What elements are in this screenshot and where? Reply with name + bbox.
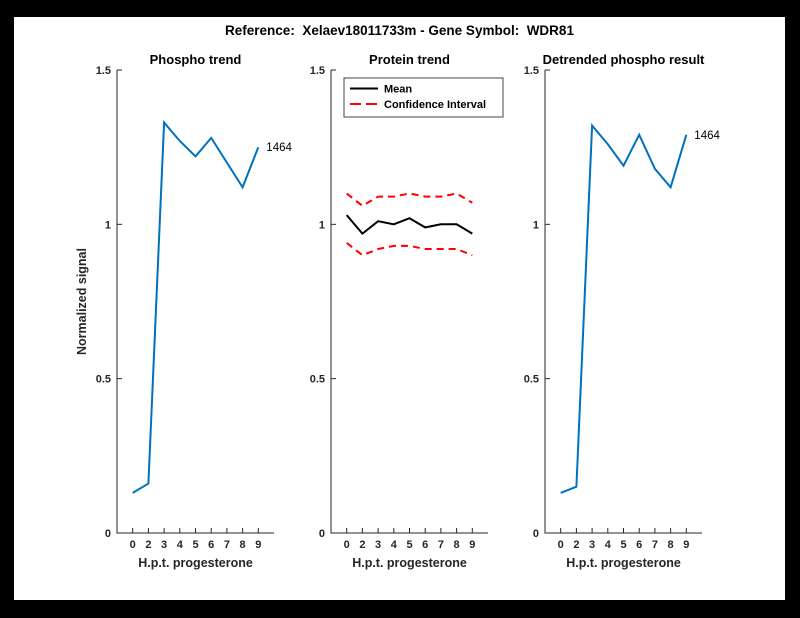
x-tick-label: 3 xyxy=(375,539,381,551)
x-tick-label: 0 xyxy=(130,539,136,551)
x-tick-label: 5 xyxy=(406,539,412,551)
x-tick-label: 6 xyxy=(636,539,642,551)
legend-box xyxy=(343,77,504,118)
x-tick-label: 7 xyxy=(438,539,444,551)
x-tick-label: 6 xyxy=(422,539,428,551)
y-tick-label: 0.5 xyxy=(310,374,325,386)
x-tick-label: 4 xyxy=(605,539,612,551)
y-tick-label: 1.5 xyxy=(310,65,325,77)
x-tick-label: 2 xyxy=(359,539,365,551)
subplot-title: Phospho trend xyxy=(150,52,242,67)
legend-label: Confidence Interval xyxy=(384,99,486,111)
x-axis-label: H.p.t. progesterone xyxy=(352,556,467,570)
y-tick-label: 0 xyxy=(533,528,539,540)
x-tick-label: 7 xyxy=(224,539,230,551)
x-tick-label: 0 xyxy=(344,539,350,551)
x-axis-label: H.p.t. progesterone xyxy=(566,556,681,570)
y-tick-label: 1 xyxy=(319,219,325,231)
x-tick-label: 5 xyxy=(620,539,626,551)
x-tick-label: 2 xyxy=(145,539,151,551)
series-line-confidence-interval-upper xyxy=(346,192,473,208)
x-tick-label: 2 xyxy=(573,539,579,551)
subplot-title: Protein trend xyxy=(369,52,450,67)
series-line-mean xyxy=(345,214,473,235)
y-tick-label: 1 xyxy=(105,219,111,231)
x-tick-label: 7 xyxy=(652,539,658,551)
y-tick-label: 0 xyxy=(319,528,325,540)
y-tick-label: 1.5 xyxy=(96,65,111,77)
y-tick-label: 0.5 xyxy=(96,374,111,386)
x-tick-label: 3 xyxy=(161,539,167,551)
axes-lines xyxy=(116,70,274,534)
x-tick-label: 9 xyxy=(683,539,689,551)
x-tick-label: 8 xyxy=(240,539,246,551)
x-tick-label: 9 xyxy=(469,539,475,551)
y-tick-label: 1 xyxy=(533,219,539,231)
y-tick-label: 0 xyxy=(105,528,111,540)
series-line-phospho-signal xyxy=(132,119,260,494)
axes-lines xyxy=(330,70,488,534)
legend-label: Mean xyxy=(384,84,412,96)
figure-canvas: Reference: Xelaev18011733m - Gene Symbol… xyxy=(14,17,785,600)
x-tick-label: 6 xyxy=(208,539,214,551)
y-tick-label: 1.5 xyxy=(524,65,539,77)
y-tick-label: 0.5 xyxy=(524,374,539,386)
line-annotation: 1464 xyxy=(694,130,720,142)
x-tick-label: 4 xyxy=(391,539,398,551)
x-tick-label: 5 xyxy=(192,539,198,551)
line-annotation: 1464 xyxy=(266,142,292,154)
y-axis-label: Normalized signal xyxy=(75,248,89,355)
x-tick-label: 4 xyxy=(177,539,184,551)
x-tick-label: 9 xyxy=(255,539,261,551)
x-axis-label: H.p.t. progesterone xyxy=(138,556,253,570)
series-line-confidence-interval-lower xyxy=(346,242,473,257)
axes-lines xyxy=(544,70,702,534)
subplot-title: Detrended phospho result xyxy=(543,52,705,67)
figure-title: Reference: Xelaev18011733m - Gene Symbol… xyxy=(225,23,574,38)
x-tick-label: 0 xyxy=(558,539,564,551)
x-tick-label: 8 xyxy=(454,539,460,551)
series-line-detrended-phospho-signal xyxy=(560,123,688,494)
x-tick-label: 8 xyxy=(668,539,674,551)
x-tick-label: 3 xyxy=(589,539,595,551)
